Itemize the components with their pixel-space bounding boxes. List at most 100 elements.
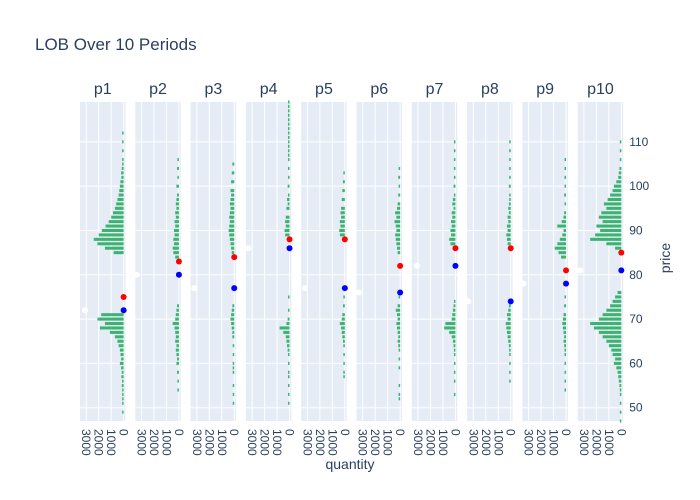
depth-bar — [564, 388, 567, 392]
panel-title: p2 — [149, 81, 167, 98]
depth-bar — [287, 202, 290, 206]
depth-bar — [453, 149, 456, 153]
depth-bar — [175, 339, 179, 343]
depth-bar — [113, 251, 124, 255]
depth-bar — [175, 317, 179, 321]
depth-bar — [509, 175, 511, 179]
depth-bar — [232, 162, 235, 166]
reference-point — [245, 245, 252, 252]
depth-bar — [617, 290, 622, 295]
depth-bar — [231, 246, 235, 250]
depth-bar — [453, 361, 456, 365]
depth-bar — [285, 220, 290, 224]
depth-bar — [453, 184, 456, 188]
depth-bar — [452, 313, 456, 317]
panel-title: p3 — [204, 81, 222, 98]
x-tick-label: 1000 — [270, 429, 284, 456]
depth-bar — [230, 189, 235, 193]
depth-bar — [288, 166, 290, 170]
x-tick-label: 1000 — [104, 429, 118, 456]
depth-bar — [398, 175, 401, 179]
depth-bar — [231, 251, 235, 255]
depth-bar — [343, 171, 345, 175]
depth-bar — [564, 353, 567, 357]
depth-bar — [616, 366, 622, 370]
depth-bar — [564, 370, 567, 374]
panel-title: p7 — [426, 81, 444, 98]
depth-bar — [101, 313, 124, 317]
x-tick-label: 1000 — [547, 429, 561, 456]
x-tick-label: 2000 — [368, 429, 382, 456]
depth-bar — [451, 233, 456, 237]
depth-bar — [598, 330, 622, 334]
depth-bar — [618, 375, 622, 379]
depth-bar — [118, 193, 124, 197]
chart-title: LOB Over 10 Periods — [35, 35, 197, 54]
depth-bar — [288, 158, 290, 162]
depth-bar — [173, 237, 179, 241]
depth-bar — [564, 211, 567, 215]
depth-bar — [453, 370, 456, 374]
depth-bar — [288, 109, 290, 113]
depth-bar — [231, 326, 235, 330]
depth-bar — [451, 335, 456, 339]
depth-bar — [564, 295, 567, 299]
depth-bar — [509, 348, 511, 352]
depth-bar — [122, 149, 124, 153]
depth-bar — [507, 215, 511, 219]
depth-bar — [509, 353, 511, 357]
depth-bar — [340, 211, 345, 215]
depth-bar — [398, 335, 401, 339]
depth-bar — [341, 326, 345, 330]
depth-bar — [121, 175, 124, 179]
depth-bar — [341, 206, 345, 210]
depth-bar — [618, 379, 622, 383]
depth-bar — [564, 335, 567, 339]
depth-bar — [506, 233, 511, 237]
depth-bar — [172, 246, 179, 250]
depth-bar — [288, 127, 290, 131]
depth-bar — [606, 339, 622, 343]
depth-bar — [398, 348, 401, 352]
depth-bar — [176, 344, 179, 348]
panel-background — [577, 102, 624, 421]
depth-bar — [506, 237, 511, 241]
depth-bar — [288, 384, 290, 388]
depth-bar — [619, 410, 622, 414]
x-tick-label: 0 — [227, 429, 241, 436]
depth-bar — [288, 361, 290, 365]
depth-bar — [564, 166, 567, 170]
depth-bar — [451, 220, 456, 224]
depth-bar — [229, 215, 235, 219]
depth-bar — [119, 361, 124, 365]
best-bid-point — [231, 285, 238, 292]
depth-bar — [590, 237, 622, 241]
x-tick-label: 2000 — [423, 429, 437, 456]
x-tick-label: 1000 — [215, 429, 229, 456]
depth-bar — [398, 193, 401, 197]
depth-bar — [619, 401, 622, 405]
depth-bar — [509, 361, 511, 365]
reference-point — [301, 285, 308, 292]
depth-bar — [450, 228, 456, 233]
depth-bar — [97, 242, 124, 246]
depth-bar — [397, 317, 401, 321]
depth-bar — [619, 388, 622, 392]
depth-bar — [230, 197, 235, 201]
depth-bar — [506, 330, 511, 334]
reference-point — [577, 267, 584, 274]
depth-bar — [509, 149, 511, 153]
depth-bar — [557, 242, 567, 246]
depth-bar — [228, 228, 235, 233]
best-bid-point — [120, 307, 127, 314]
depth-bar — [173, 242, 179, 246]
depth-bar — [397, 330, 401, 334]
depth-bar — [341, 197, 345, 201]
y-axis: 50 60 70 80 90 100 110 — [629, 135, 649, 415]
depth-bar — [175, 330, 179, 334]
depth-bar — [101, 228, 124, 233]
